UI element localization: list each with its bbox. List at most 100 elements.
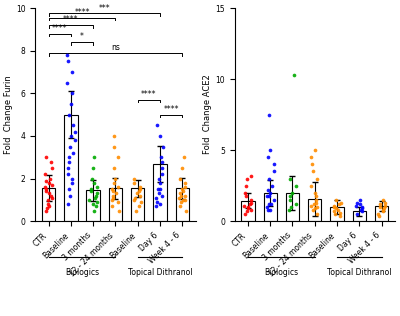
Text: ****: **** [141, 90, 156, 99]
Point [267, 148, 273, 153]
Point [115, 199, 121, 204]
Point [132, 195, 138, 200]
Point [44, 198, 51, 203]
Point [286, 207, 292, 212]
Point [182, 193, 188, 198]
Point [248, 207, 254, 212]
Point [271, 162, 277, 167]
Point [180, 189, 186, 194]
Point [110, 165, 117, 170]
Point [67, 144, 73, 149]
Point [380, 207, 386, 212]
Point [242, 212, 249, 217]
Point [176, 204, 183, 209]
Point [354, 200, 360, 205]
Bar [131, 188, 144, 221]
Point [331, 203, 337, 208]
Point [376, 213, 382, 218]
Text: *: * [80, 32, 84, 41]
Bar [330, 207, 344, 221]
Point [248, 198, 254, 203]
Point [88, 187, 94, 192]
Point [314, 176, 321, 181]
Point [133, 208, 140, 213]
Point [49, 195, 56, 200]
Bar [153, 164, 167, 221]
Point [331, 209, 337, 214]
Point [43, 208, 49, 213]
Point [292, 202, 299, 207]
Point [308, 183, 315, 188]
Point [45, 202, 51, 207]
Point [268, 202, 274, 207]
Point [133, 191, 140, 196]
Text: ***: *** [98, 3, 110, 13]
Point [46, 191, 53, 196]
Point [93, 193, 100, 198]
Point [136, 189, 142, 194]
Point [359, 204, 365, 210]
Point [155, 187, 162, 192]
Text: ****: **** [74, 8, 90, 17]
Point [293, 183, 300, 188]
Bar [375, 206, 388, 221]
Point [287, 198, 294, 203]
Point [110, 193, 116, 198]
Point [359, 209, 366, 214]
Point [65, 59, 72, 64]
Point [111, 180, 117, 185]
Text: ****: **** [52, 24, 68, 33]
Point [90, 165, 96, 170]
Point [313, 198, 319, 203]
Bar [286, 193, 299, 221]
Point [66, 155, 72, 160]
Point [66, 187, 72, 192]
Point [264, 204, 270, 210]
Point [380, 206, 387, 211]
Point [157, 187, 163, 192]
Point [244, 209, 250, 214]
Point [182, 198, 188, 203]
Point [109, 198, 115, 203]
Point [90, 202, 96, 207]
Point [70, 150, 76, 155]
Point [116, 208, 122, 213]
Point [267, 190, 274, 195]
Point [286, 193, 293, 198]
Point [110, 133, 117, 138]
Point [271, 169, 277, 174]
Point [181, 155, 188, 160]
Point [160, 144, 166, 149]
Point [176, 195, 182, 200]
Point [182, 180, 189, 185]
Point [356, 202, 363, 207]
Point [265, 187, 272, 192]
Point [177, 199, 184, 204]
Point [68, 70, 75, 75]
Point [177, 191, 183, 196]
Point [266, 176, 272, 181]
Point [49, 165, 56, 170]
Point [156, 133, 163, 138]
Point [265, 155, 272, 160]
Bar [42, 188, 55, 221]
Point [178, 193, 184, 198]
Point [179, 187, 186, 192]
Point [242, 190, 248, 195]
Point [94, 199, 100, 204]
Text: Biologics: Biologics [264, 268, 298, 277]
Point [377, 204, 384, 210]
Point [308, 155, 314, 160]
Point [377, 202, 384, 207]
Point [313, 200, 319, 205]
Point [69, 180, 76, 185]
Point [154, 199, 160, 204]
Point [266, 202, 272, 207]
Point [310, 169, 316, 174]
Point [337, 213, 343, 218]
Bar [176, 188, 189, 221]
Point [178, 165, 185, 170]
Point [182, 185, 188, 190]
Point [136, 204, 142, 209]
Point [65, 112, 72, 117]
